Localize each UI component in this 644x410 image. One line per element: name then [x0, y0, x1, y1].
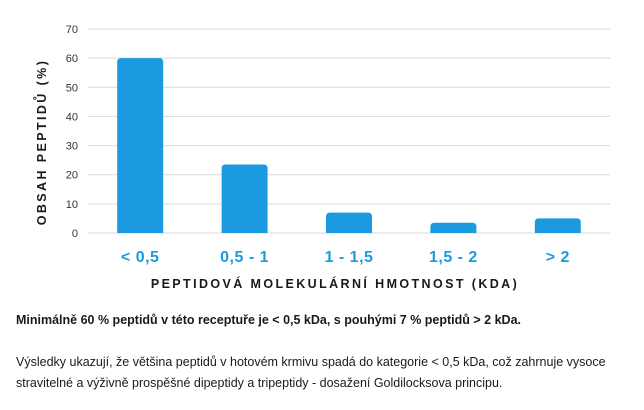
- y-tick-label: 70: [66, 24, 78, 36]
- x-tick-label: > 2: [546, 249, 570, 266]
- y-tick-label: 40: [66, 111, 78, 123]
- bar: [430, 222, 477, 233]
- y-tick-label: 0: [72, 228, 78, 240]
- y-axis-title: OBSAH PEPTIDŮ (%): [33, 59, 49, 226]
- y-tick-label: 10: [66, 199, 78, 211]
- bar: [221, 164, 268, 233]
- x-axis-ticks: < 0,5 0,5 - 1 1 - 1,5 1,5 - 2 > 2: [121, 249, 570, 266]
- y-tick-label: 50: [66, 82, 78, 94]
- bar-chart: 0 10 20 30 40 50 60 70 < 0,5 0,5 - 1 1 - 1,5 1,5 -…: [33, 24, 610, 291]
- bar: [534, 218, 581, 233]
- x-tick-label: < 0,5: [121, 249, 160, 266]
- y-axis-ticks: 0 10 20 30 40 50 60 70: [66, 24, 78, 240]
- x-tick-label: 0,5 - 1: [220, 249, 269, 266]
- bar: [326, 212, 372, 233]
- body-note: Výsledky ukazují, že většina peptidů v h…: [16, 355, 606, 390]
- y-tick-label: 60: [66, 53, 78, 65]
- y-tick-label: 20: [66, 170, 78, 182]
- bar: [117, 58, 164, 234]
- summary-note: Minimálně 60 % peptidů v této receptuře …: [16, 313, 522, 327]
- gridlines: [88, 28, 610, 234]
- x-tick-label: 1 - 1,5: [325, 249, 374, 266]
- bars: [117, 58, 581, 234]
- y-tick-label: 30: [66, 141, 78, 153]
- x-tick-label: 1,5 - 2: [429, 249, 478, 266]
- x-axis-title: PEPTIDOVÁ MOLEKULÁRNÍ HMOTNOST (KDA): [151, 276, 519, 291]
